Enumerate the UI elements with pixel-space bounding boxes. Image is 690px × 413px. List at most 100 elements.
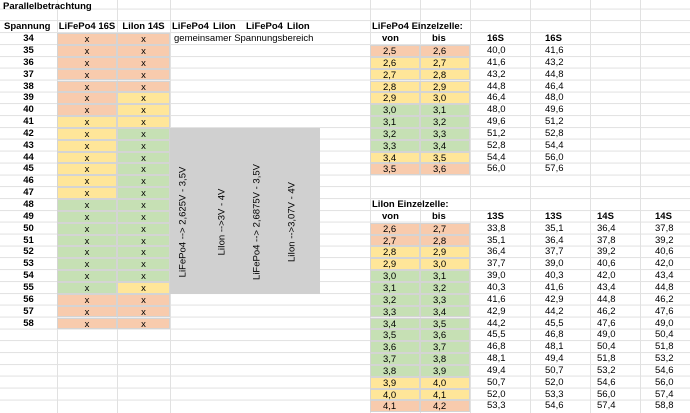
x-cell: x xyxy=(117,127,170,140)
value-cell: 35,1 xyxy=(545,222,564,234)
value-cell: 2,7 xyxy=(420,222,470,235)
value-cell: 57,6 xyxy=(545,163,564,175)
column-header: LiIon 14S xyxy=(122,21,165,33)
column-header: 13S xyxy=(487,210,504,222)
x-cell: x xyxy=(57,246,117,258)
column-line xyxy=(530,0,531,413)
column-line xyxy=(640,0,641,413)
voltage: 34 xyxy=(23,33,34,45)
x-cell: x xyxy=(117,92,170,104)
value-cell: 42,0 xyxy=(655,258,674,270)
x-cell: x xyxy=(117,222,170,235)
value-cell: 3,0 xyxy=(420,92,470,104)
value-cell: 46,4 xyxy=(487,92,506,104)
x-cell: x xyxy=(117,199,170,211)
x-cell: x xyxy=(117,187,170,199)
value-cell: 41,6 xyxy=(545,44,564,56)
x-cell: x xyxy=(117,116,170,128)
value-cell: 53,3 xyxy=(487,400,506,412)
voltage: 38 xyxy=(23,80,34,92)
x-cell: x xyxy=(117,68,170,81)
x-cell: x xyxy=(117,234,170,247)
value-cell: 3,7 xyxy=(420,341,470,353)
value-cell: 3,3 xyxy=(370,139,420,152)
range-note: LiFePo4 --> 2,625V - 3,5V xyxy=(177,166,189,278)
column-header: 14S xyxy=(655,210,672,222)
x-cell: x xyxy=(57,116,117,128)
value-cell: 50,4 xyxy=(597,341,616,353)
column-header: Spannung xyxy=(4,21,51,33)
value-cell: 57,4 xyxy=(597,400,616,412)
voltage: 41 xyxy=(23,116,34,128)
value-cell: 54,6 xyxy=(655,364,674,376)
column-header: LiIon xyxy=(213,21,236,33)
voltage: 40 xyxy=(23,104,34,116)
value-cell: 2,7 xyxy=(370,234,420,247)
value-cell: 51,8 xyxy=(597,353,616,365)
value-cell: 39,0 xyxy=(487,270,506,282)
x-cell: x xyxy=(117,258,170,270)
value-cell: 3,6 xyxy=(420,329,470,341)
value-cell: 3,8 xyxy=(370,364,420,377)
value-cell: 58,8 xyxy=(655,400,674,412)
value-cell: 39,2 xyxy=(655,234,674,246)
value-cell: 46,8 xyxy=(545,329,564,341)
value-cell: 36,4 xyxy=(597,222,616,234)
value-cell: 33,8 xyxy=(487,222,506,234)
value-cell: 48,1 xyxy=(545,341,564,353)
value-cell: 3,4 xyxy=(370,151,420,164)
value-cell: 44,8 xyxy=(655,281,674,293)
value-cell: 3,5 xyxy=(420,151,470,164)
value-cell: 42,9 xyxy=(487,305,506,317)
value-cell: 2,8 xyxy=(420,234,470,247)
value-cell: 53,2 xyxy=(655,353,674,365)
voltage: 53 xyxy=(23,258,34,270)
x-cell: x xyxy=(57,305,117,318)
x-cell: x xyxy=(117,151,170,164)
value-cell: 39,0 xyxy=(545,258,564,270)
voltage: 56 xyxy=(23,293,34,305)
value-cell: 4,0 xyxy=(370,388,420,401)
value-cell: 43,4 xyxy=(597,281,616,293)
x-cell: x xyxy=(57,127,117,140)
range-note: LiFePo4 --> 2,6875V - 3,5V xyxy=(251,164,263,280)
value-cell: 3,1 xyxy=(370,116,420,128)
column-header: LiFePo4 16S xyxy=(58,21,116,33)
value-cell: 3,5 xyxy=(420,317,470,330)
value-cell: 54,6 xyxy=(597,376,616,388)
value-cell: 3,4 xyxy=(370,317,420,330)
value-cell: 43,2 xyxy=(545,56,564,68)
column-header: 13S xyxy=(545,210,562,222)
value-cell: 4,1 xyxy=(370,400,420,412)
value-cell: 3,3 xyxy=(420,293,470,306)
value-cell: 48,1 xyxy=(487,353,506,365)
value-cell: 52,8 xyxy=(545,127,564,139)
column-header: bis xyxy=(432,210,446,222)
x-cell: x xyxy=(57,33,117,45)
value-cell: 37,7 xyxy=(545,246,564,258)
voltage: 44 xyxy=(23,151,34,163)
value-cell: 41,6 xyxy=(487,293,506,305)
column-line xyxy=(470,0,471,413)
value-cell: 48,0 xyxy=(545,92,564,104)
x-cell: x xyxy=(117,317,170,330)
voltage: 43 xyxy=(23,139,34,151)
value-cell: 57,4 xyxy=(655,388,674,400)
value-cell: 3,1 xyxy=(370,281,420,294)
voltage: 35 xyxy=(23,44,34,56)
value-cell: 54,4 xyxy=(545,139,564,151)
x-cell: x xyxy=(117,305,170,318)
x-cell: x xyxy=(57,258,117,270)
sheet-title: Parallelbetrachtung xyxy=(3,1,92,12)
value-cell: 2,9 xyxy=(420,246,470,258)
table-title: LiFePo4 Einzelzelle: xyxy=(372,21,463,33)
value-cell: 49,0 xyxy=(597,329,616,341)
value-cell: 3,2 xyxy=(370,293,420,306)
voltage: 54 xyxy=(23,270,34,282)
value-cell: 3,3 xyxy=(370,305,420,318)
x-cell: x xyxy=(57,92,117,104)
value-cell: 49,4 xyxy=(487,364,506,376)
x-cell: x xyxy=(117,281,170,294)
voltage: 58 xyxy=(23,317,34,329)
value-cell: 44,8 xyxy=(545,68,564,80)
